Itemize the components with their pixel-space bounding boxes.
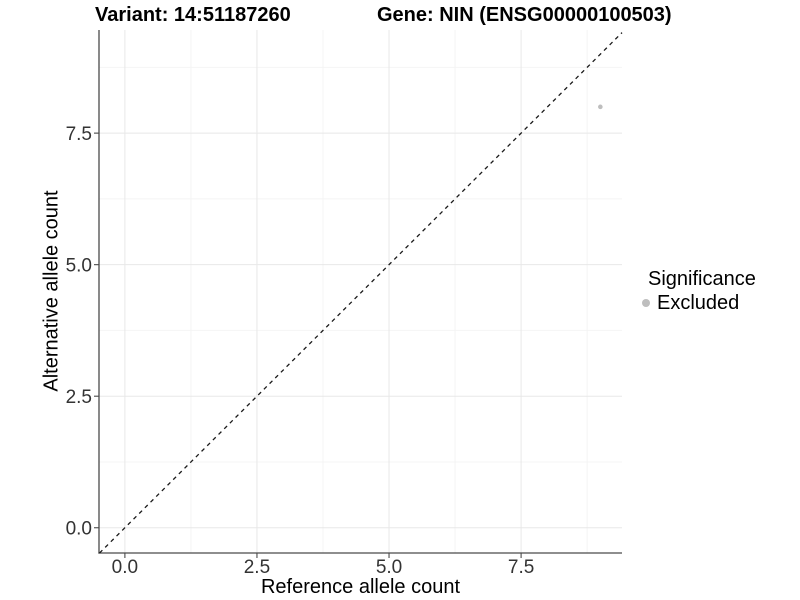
x-tick-label: 2.5 (244, 557, 270, 578)
legend-item-excluded: Excluded (638, 292, 756, 314)
x-tick-label: 7.5 (508, 557, 534, 578)
x-tick-label: 5.0 (376, 557, 402, 578)
legend-item-label: Excluded (657, 291, 740, 314)
data-point (598, 104, 603, 110)
y-tick-label: 5.0 (66, 256, 92, 277)
variant-title: Variant: 14:51187260 (95, 4, 291, 26)
legend: Significance Excluded (638, 268, 756, 314)
identity-reference-line (99, 32, 623, 554)
x-tick-label: 0.0 (112, 557, 138, 578)
y-axis-title: Alternative allele count (40, 190, 63, 392)
x-axis-title: Reference allele count (260, 576, 460, 598)
legend-point-icon (642, 299, 650, 307)
legend-title: Significance (648, 268, 756, 290)
y-tick-label: 2.5 (66, 387, 92, 408)
y-tick-label: 0.0 (66, 519, 92, 540)
y-tick-label: 7.5 (66, 124, 92, 145)
gene-title: Gene: NIN (ENSG00000100503) (377, 4, 672, 26)
